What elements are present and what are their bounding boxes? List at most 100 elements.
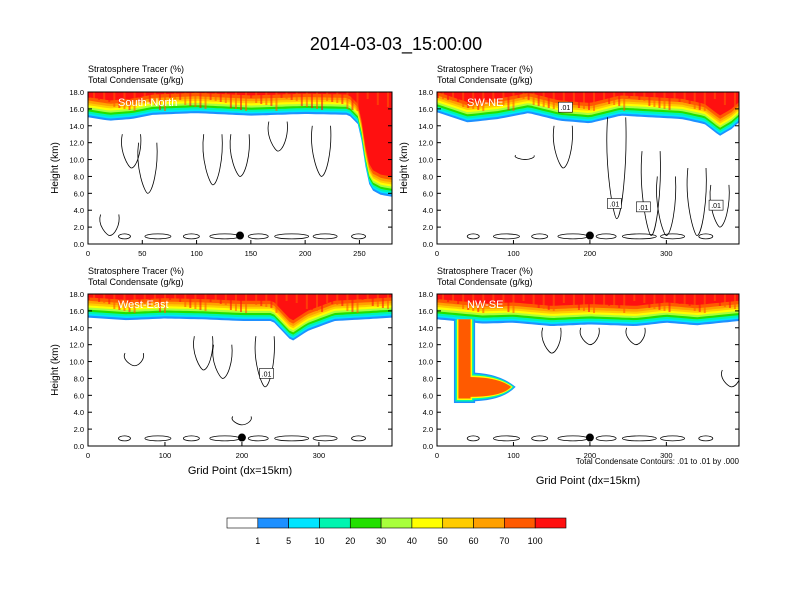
- colorbar-swatch: [534, 517, 567, 529]
- y-tick-label: 16.0: [69, 307, 84, 316]
- low-contour: [493, 233, 520, 240]
- tracer-streak: [133, 92, 136, 111]
- tracer-streak: [462, 294, 465, 309]
- low-contour: [621, 435, 657, 442]
- low-contour: [312, 435, 338, 442]
- tracer-streak: [93, 92, 96, 99]
- low-contour: [312, 233, 338, 240]
- tracer-streak: [265, 294, 268, 307]
- y-tick-label: 10.0: [69, 156, 84, 165]
- condensate-contour: [541, 327, 562, 354]
- tracer-streak: [437, 294, 439, 300]
- x-tick-label: 150: [245, 249, 258, 258]
- colorbar-swatch: [411, 517, 444, 529]
- tracer-streak: [204, 92, 207, 109]
- tracer-streak: [593, 294, 596, 313]
- tracer-streak: [229, 92, 232, 108]
- colorbar-swatch: [257, 517, 289, 529]
- tracer-streak: [341, 92, 344, 104]
- tracer-streak: [199, 294, 202, 310]
- tracer-streak: [138, 294, 141, 304]
- tracer-streak: [158, 92, 161, 110]
- tracer-streak: [138, 92, 141, 102]
- tracer-streak: [522, 92, 525, 99]
- y-tick-label: 8.0: [74, 172, 84, 181]
- tracer-streak: [300, 92, 303, 106]
- y-tick-label: 0.0: [74, 442, 84, 451]
- tracer-streak: [153, 294, 156, 307]
- plot-area: [437, 294, 739, 442]
- colorbar: 1 5 10 20 30 40 50 60 70 100: [226, 517, 567, 546]
- tracer-streak: [93, 294, 96, 301]
- tracer-streak: [366, 294, 369, 301]
- tracer-streak: [169, 92, 172, 98]
- condensate-contour: [721, 369, 739, 388]
- y-tick-label: 14.0: [69, 324, 84, 333]
- tracer-streak: [633, 92, 636, 99]
- tracer-streak: [255, 92, 258, 103]
- colorbar-swatch: [504, 517, 536, 529]
- y-tick-label: 10.0: [418, 358, 433, 367]
- tracer-streak: [260, 294, 263, 306]
- tracer-streak: [331, 92, 334, 102]
- tracer-streak: [492, 92, 495, 103]
- tracer-streak: [346, 92, 349, 109]
- tracer-streak: [572, 92, 575, 103]
- figure-title: 2014-03-03_15:00:00: [310, 34, 482, 55]
- section-label: West-East: [118, 299, 169, 311]
- x-tick-label: 0: [435, 451, 439, 460]
- tracer-streak: [507, 294, 510, 312]
- contour-label: .01: [639, 205, 649, 212]
- tracer-streak: [265, 92, 268, 105]
- tracer-streak: [437, 92, 439, 98]
- tracer-streak: [723, 294, 726, 307]
- y-tick-label: 6.0: [74, 391, 84, 400]
- tracer-streak: [128, 92, 131, 110]
- low-contour: [493, 435, 520, 442]
- tracer-streak: [703, 92, 706, 111]
- tracer-streak: [310, 294, 313, 310]
- tracer-streak: [713, 294, 716, 301]
- tracer-streak: [204, 294, 207, 311]
- condensate-contour: [552, 125, 573, 169]
- tracer-streak: [693, 92, 696, 109]
- tracer-streak: [189, 92, 192, 106]
- x-tick-label: 0: [86, 249, 90, 258]
- tracer-streak: [562, 92, 565, 101]
- tracer-streak: [219, 294, 222, 304]
- tracer-streak: [502, 92, 505, 105]
- y-tick-label: 12.0: [69, 341, 84, 350]
- tracer-streak: [245, 294, 248, 313]
- condensate-contour: [656, 176, 677, 236]
- tracer-streak: [462, 92, 465, 107]
- tracer-streak: [280, 92, 283, 98]
- condensate-contour: [267, 121, 288, 152]
- colorbar-swatch: [226, 517, 259, 529]
- colorbar-swatch: [380, 517, 413, 529]
- tracer-streak: [517, 294, 520, 300]
- y-tick-label: 2.0: [423, 425, 433, 434]
- colorbar-swatch: [319, 517, 351, 529]
- tracer-streak: [577, 92, 580, 108]
- low-contour: [595, 233, 617, 240]
- colorbar-label: 20: [345, 536, 355, 546]
- tracer-streak: [552, 294, 555, 311]
- x-tick-label: 50: [138, 249, 146, 258]
- contour-label-box: [708, 199, 724, 211]
- plot-frame: [87, 91, 393, 245]
- y-tick-label: 4.0: [423, 206, 433, 215]
- tracer-streak: [678, 294, 681, 304]
- tracer-streak: [290, 92, 293, 100]
- tracer-streak: [133, 294, 136, 313]
- condensate-contour: [137, 142, 158, 194]
- x-tick-label: 100: [507, 249, 520, 258]
- low-contour: [531, 435, 549, 442]
- low-contour: [274, 435, 310, 442]
- tracer-streak: [708, 92, 711, 98]
- tracer-streak: [557, 92, 560, 100]
- tracer-streak: [174, 92, 177, 99]
- tracer-streak: [361, 294, 364, 300]
- tracer-streak: [527, 294, 530, 302]
- tracer-streak: [457, 92, 460, 102]
- tracer-band: [88, 92, 392, 177]
